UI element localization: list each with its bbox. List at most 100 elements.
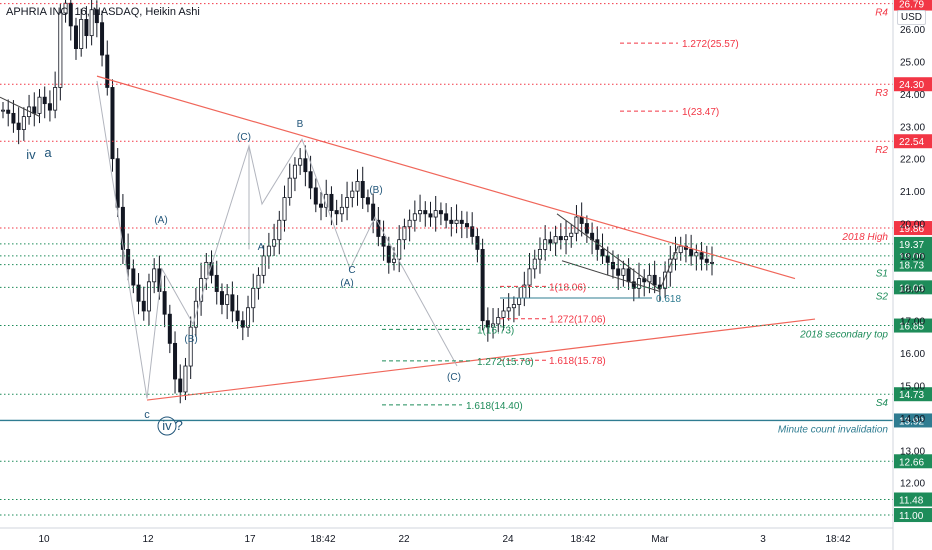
candle-body (73, 25, 78, 49)
fib-label: 0.618 (656, 294, 681, 305)
candle-body (58, 12, 63, 88)
level-price-tag (894, 387, 932, 402)
wave-label: C (348, 265, 355, 276)
level-price-tag (894, 454, 932, 469)
wave-label: iv (26, 147, 36, 162)
price-tick-label: 21.00 (900, 187, 925, 198)
candle-body (564, 236, 569, 241)
currency-badge[interactable]: USD (896, 10, 926, 25)
wedge-line (659, 245, 679, 291)
level-label: R2 (875, 145, 888, 156)
time-tick-label: 18:42 (825, 534, 850, 545)
candle-body (47, 103, 52, 111)
candle-body (136, 284, 141, 302)
candle-body (266, 245, 271, 257)
levels-group: R4 26.79 R3 24.30 R2 22.54 2018 High 19.86 19.37… (0, 0, 932, 523)
candle-body (110, 87, 115, 160)
time-tick-label: 17 (244, 534, 256, 545)
time-tick-label: 18:42 (570, 534, 595, 545)
candle-body (407, 219, 412, 228)
fib-label: 1.272(17.06) (549, 315, 606, 326)
candle-body (631, 281, 636, 289)
candle-body (219, 291, 224, 305)
candle-body (438, 210, 443, 215)
candle-body (105, 54, 110, 88)
candle-body (53, 87, 58, 111)
level-price-tag-text: 13.92 (899, 416, 924, 427)
candle-body (501, 310, 506, 318)
candle-body (84, 19, 89, 37)
wave-label: (B) (369, 185, 382, 196)
level-label: S2 (876, 291, 889, 302)
fib-label: 1(18.06) (549, 282, 586, 293)
fib-label: 1(23.47) (682, 107, 719, 118)
upper-trendline (96, 75, 796, 280)
level-label: S1 (876, 269, 888, 280)
candle-body (605, 255, 610, 263)
price-tick-label: 17.00 (900, 317, 925, 328)
candle-body (402, 226, 407, 241)
level-price-tag-text: 18.03 (899, 283, 924, 294)
candle-body (230, 294, 235, 312)
candle-body (131, 268, 136, 286)
candle-body (32, 106, 37, 114)
candle-body (626, 268, 631, 283)
candle-body (173, 342, 178, 380)
candle-body (558, 236, 563, 241)
candle-body (16, 122, 21, 130)
price-tick-label: 13.00 (900, 446, 925, 457)
wave-leg (0, 96, 41, 118)
level-price-tag (894, 134, 932, 149)
candle-body (496, 317, 501, 325)
level-price-tag-text: 11.00 (899, 511, 924, 522)
candle-body (480, 249, 485, 322)
level-price-tag-text: 19.37 (899, 240, 924, 251)
candle-body (100, 22, 105, 56)
candle-body (548, 239, 553, 244)
level-label: R3 (875, 88, 888, 99)
candle-body (485, 320, 490, 328)
price-tick-label: 22.00 (900, 155, 925, 166)
candle-body (678, 245, 683, 254)
level-price-tag-text: 16.85 (899, 322, 924, 333)
level-price-tag (894, 257, 932, 272)
candle-body (532, 258, 537, 270)
candle-body (470, 226, 475, 237)
wave-label: (A) (154, 215, 167, 226)
price-tick-label: 14.00 (900, 414, 925, 425)
candle-body (141, 300, 146, 312)
candle-body (475, 236, 480, 250)
candle-body (240, 320, 245, 328)
candle-body (386, 245, 391, 263)
candle-body (199, 278, 204, 302)
candle-body (360, 180, 365, 198)
wave-label: ? (175, 417, 183, 433)
level-price-tag (894, 0, 932, 11)
candle-body (391, 258, 396, 263)
level-price-tag-text: 22.54 (899, 137, 924, 148)
price-tick-label: 12.00 (900, 479, 925, 490)
candle-body (292, 164, 297, 179)
level-price-tag (894, 77, 932, 92)
candle-body (162, 291, 167, 315)
candle-body (543, 239, 548, 250)
candle-body (68, 2, 73, 27)
time-tick-label: 3 (760, 534, 766, 545)
candle-body (42, 96, 47, 105)
candle-body (282, 197, 287, 221)
wave-labels-group: iv a(A)(B)(C)ABC(A)(B)(C)civ? (26, 119, 461, 436)
candle-body (251, 287, 256, 309)
candle-body (652, 274, 657, 286)
level-price-tag (894, 413, 932, 428)
candle-body (246, 307, 251, 328)
wave-label: a (44, 145, 52, 160)
candle-body (183, 365, 188, 393)
candle-body (6, 109, 11, 114)
candle-body (37, 96, 42, 114)
level-price-tag-text: 24.30 (899, 80, 924, 91)
wave-label: A (258, 242, 265, 253)
candle-body (11, 112, 16, 124)
wave-label: (B) (184, 334, 197, 345)
